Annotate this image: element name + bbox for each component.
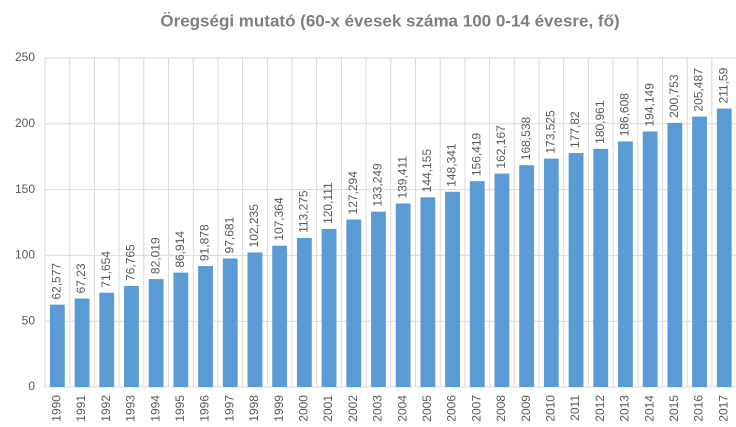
x-tick-label: 2008 [494, 395, 508, 422]
x-tick-label: 2013 [618, 395, 632, 422]
value-label: 97,681 [222, 216, 236, 253]
value-label: 173,525 [544, 110, 558, 154]
bar [519, 165, 535, 387]
x-tick-label: 2000 [297, 395, 311, 422]
x-tick-label: 2003 [371, 395, 385, 422]
value-label: 205,487 [692, 68, 706, 112]
x-tick-label: 1994 [148, 395, 162, 422]
x-tick-label: 2004 [395, 395, 409, 422]
value-label: 86,914 [173, 231, 187, 268]
bar [395, 203, 411, 387]
x-tick-label: 2006 [445, 395, 459, 422]
x-tick-label: 2014 [642, 395, 656, 422]
x-tick-label: 1993 [124, 395, 138, 422]
value-label: 102,235 [247, 204, 261, 248]
x-tick-label: 2012 [593, 395, 607, 422]
x-tick-label: 2016 [692, 395, 706, 422]
bar [74, 298, 90, 387]
x-tick-label: 2001 [321, 395, 335, 422]
bar [469, 181, 485, 387]
bar [618, 141, 633, 387]
value-label: 180,961 [593, 100, 607, 144]
value-label: 76,765 [124, 244, 138, 281]
x-tick-label: 1997 [222, 395, 236, 422]
bar [420, 197, 436, 387]
bar [296, 237, 312, 387]
value-label: 211,59 [716, 67, 730, 103]
bar [716, 108, 732, 388]
bar [346, 219, 362, 387]
x-tick-label: 2002 [346, 395, 360, 422]
bar [445, 191, 460, 387]
y-tick-label: 250 [15, 50, 35, 64]
value-label: 67,23 [74, 263, 88, 293]
x-tick-label: 1991 [74, 395, 88, 422]
bar [692, 116, 707, 388]
value-label: 162,167 [494, 125, 508, 169]
bar [568, 152, 584, 387]
bar [321, 228, 337, 387]
y-tick-label: 100 [15, 248, 35, 262]
bar [371, 211, 386, 387]
chart-title: Öregségi mutató (60-x évesek száma 100 0… [160, 11, 619, 30]
bar [222, 258, 238, 387]
value-label: 127,294 [346, 171, 360, 215]
x-tick-label: 1990 [50, 395, 64, 422]
x-tick-label: 1999 [272, 395, 286, 422]
value-label: 144,155 [420, 149, 434, 193]
value-label: 148,341 [445, 143, 459, 187]
x-tick-label: 2009 [519, 395, 533, 422]
bar [148, 279, 164, 387]
x-tick-label: 1998 [247, 395, 261, 422]
y-tick-label: 150 [15, 182, 35, 196]
bar [247, 252, 263, 387]
y-tick-label: 0 [28, 379, 35, 393]
x-tick-label: 1995 [173, 395, 187, 422]
y-tick-label: 200 [15, 116, 35, 130]
value-label: 177,82 [568, 111, 582, 148]
value-label: 133,249 [371, 163, 385, 207]
x-tick-label: 2011 [568, 395, 582, 421]
value-label: 107,364 [272, 197, 286, 241]
value-label: 200,753 [667, 74, 681, 118]
x-tick-label: 2017 [716, 395, 730, 422]
bar [593, 148, 609, 387]
value-label: 62,577 [50, 263, 64, 300]
y-tick-label: 50 [22, 313, 36, 327]
x-tick-label: 2010 [544, 395, 558, 422]
bar [198, 266, 213, 387]
x-tick-label: 2015 [667, 395, 681, 422]
value-label: 168,538 [519, 117, 533, 161]
value-label: 186,608 [618, 93, 632, 137]
value-label: 82,019 [148, 237, 162, 274]
value-label: 113,275 [297, 190, 311, 233]
value-label: 91,878 [198, 224, 212, 261]
bar [272, 245, 288, 387]
bar [124, 285, 139, 387]
x-tick-label: 1996 [198, 395, 212, 422]
bar [494, 173, 510, 387]
value-label: 194,149 [642, 83, 656, 127]
bar [543, 158, 559, 387]
x-tick-label: 1992 [99, 395, 113, 422]
value-label: 139,411 [395, 156, 409, 199]
bar [667, 122, 683, 387]
value-label: 120,111 [321, 182, 335, 224]
bar [642, 131, 658, 387]
x-tick-label: 2007 [469, 395, 483, 422]
bar [99, 292, 115, 387]
value-label: 156,419 [469, 132, 483, 176]
bar [173, 272, 189, 387]
value-label: 71,654 [99, 251, 113, 288]
x-tick-label: 2005 [420, 395, 434, 422]
bar [49, 304, 65, 387]
